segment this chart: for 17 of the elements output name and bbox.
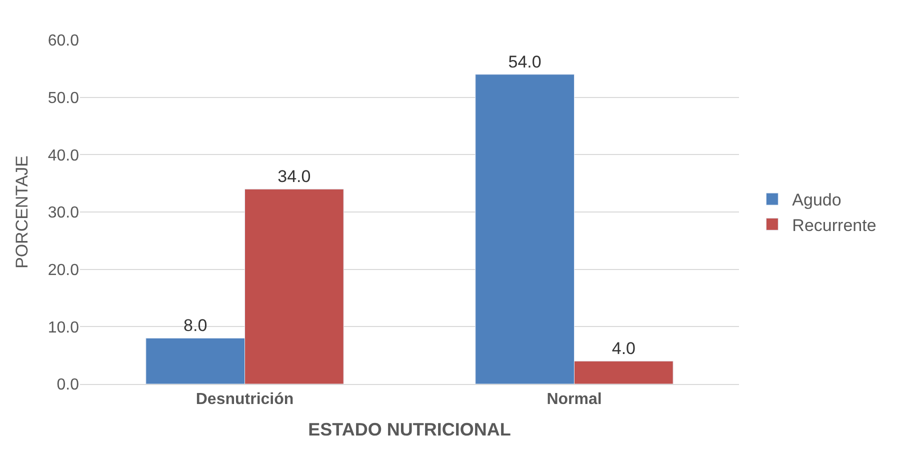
y-tick-label: 50.0 — [48, 90, 80, 107]
x-tick-label: Normal — [546, 391, 602, 408]
y-tick-label: 30.0 — [48, 204, 80, 222]
legend-label: Recurrente — [792, 216, 876, 235]
data-label: 34.0 — [278, 167, 311, 186]
y-tick-label: 40.0 — [48, 147, 80, 164]
legend-label: Agudo — [792, 190, 842, 210]
y-tick-label: 10.0 — [48, 319, 80, 336]
data-label: 4.0 — [612, 339, 636, 358]
data-label: 8.0 — [184, 316, 208, 336]
x-axis-title: ESTADO NUTRICIONAL — [308, 419, 511, 440]
y-tick-label: 20.0 — [48, 262, 80, 279]
y-axis-title: PORCENTAJE — [12, 155, 32, 269]
y-tick-label: 60.0 — [48, 32, 80, 50]
y-tick-label: 0.0 — [56, 376, 80, 394]
x-tick-label: Desnutrición — [196, 391, 294, 408]
data-label: 54.0 — [508, 52, 542, 72]
